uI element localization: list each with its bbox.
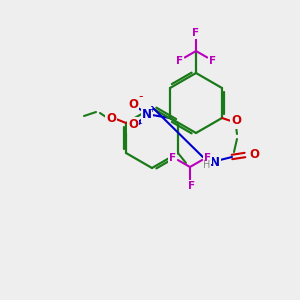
Text: F: F bbox=[209, 56, 216, 65]
Text: H: H bbox=[203, 160, 211, 170]
Text: F: F bbox=[203, 153, 211, 163]
Text: N: N bbox=[210, 155, 220, 169]
Text: F: F bbox=[176, 56, 183, 65]
Text: N: N bbox=[142, 109, 152, 122]
Text: O: O bbox=[231, 115, 241, 128]
Text: O: O bbox=[128, 118, 138, 131]
Text: O: O bbox=[249, 148, 259, 161]
Text: -: - bbox=[139, 91, 143, 103]
Text: F: F bbox=[188, 181, 196, 191]
Text: F: F bbox=[192, 28, 200, 38]
Text: F: F bbox=[169, 153, 176, 163]
Text: O: O bbox=[128, 98, 138, 112]
Text: +: + bbox=[148, 106, 155, 115]
Text: O: O bbox=[106, 112, 116, 125]
